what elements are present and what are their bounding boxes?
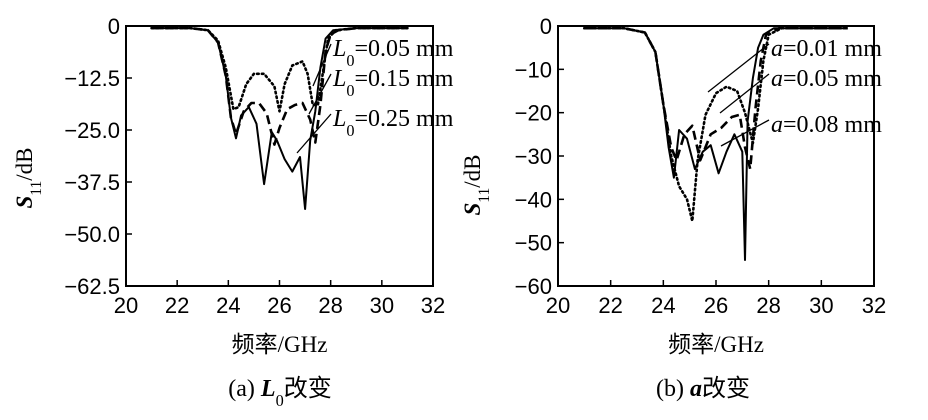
x-tick-label: 28 <box>318 293 342 318</box>
y-tick-label: −20 <box>515 101 552 126</box>
series-label: a=0.05 mm <box>771 66 882 92</box>
x-tick-label: 24 <box>216 293 240 318</box>
series-label: a=0.01 mm <box>771 36 882 62</box>
y-axis-label: S11/dB <box>460 154 493 215</box>
y-tick-label: −25.0 <box>64 118 120 143</box>
series-leader-line <box>312 43 332 87</box>
series-leader-line <box>296 113 332 154</box>
x-tick-label: 20 <box>546 293 570 318</box>
plot-frame <box>557 25 875 287</box>
x-tick-label: 28 <box>756 293 780 318</box>
y-tick-label: 0 <box>108 14 120 39</box>
x-tick-label: 32 <box>421 293 445 318</box>
series-leader-line <box>719 73 770 114</box>
y-tick-label: −12.5 <box>64 66 120 91</box>
y-tick-label: 0 <box>540 14 552 39</box>
panel-caption: (a) L0改变 <box>228 375 331 410</box>
series-leader-line <box>308 73 332 115</box>
y-tick-label: −37.5 <box>64 170 120 195</box>
panel-caption: (b) a改变 <box>656 375 750 402</box>
series-label: L0=0.15 mm <box>332 66 454 100</box>
series-line-dotted <box>150 26 409 113</box>
x-tick-label: 24 <box>651 293 675 318</box>
series-label: L0=0.25 mm <box>332 106 454 140</box>
y-tick-label: −50.0 <box>64 222 120 247</box>
x-tick-label: 26 <box>267 293 291 318</box>
x-axis-label: 频率/GHz <box>668 332 764 357</box>
y-axis-label: S11/dB <box>12 147 45 208</box>
series-line-solid <box>584 27 848 261</box>
y-tick-label: −60 <box>515 274 552 299</box>
y-tick-label: −50 <box>515 231 552 256</box>
y-tick-label: −30 <box>515 144 552 169</box>
x-tick-label: 32 <box>862 293 886 318</box>
x-axis-label: 频率/GHz <box>232 332 328 357</box>
chart-panel-b: 20 22 24 26 28 30 32 0 −10 −20 −30 −40 −50 −60 a=0.01 … <box>460 14 886 402</box>
y-tick-label: −62.5 <box>64 274 120 299</box>
series-line-solid <box>151 27 408 210</box>
x-tick-label: 26 <box>704 293 728 318</box>
x-tick-label: 30 <box>809 293 833 318</box>
series-label: a=0.08 mm <box>771 112 882 138</box>
plot-frame <box>125 25 434 287</box>
x-tick-label: 20 <box>114 293 138 318</box>
y-tick-label: −10 <box>515 57 552 82</box>
x-tick-label: 22 <box>165 293 189 318</box>
series-leader-line <box>720 119 770 147</box>
series-leader-line <box>707 43 770 93</box>
y-tick-label: −40 <box>515 187 552 212</box>
x-tick-label: 22 <box>598 293 622 318</box>
series-label: L0=0.05 mm <box>332 36 454 70</box>
x-tick-label: 30 <box>370 293 394 318</box>
chart-panel-a: 20 22 24 26 28 30 32 0 −12.5 −25.0 −37.5 −50.0 −62.5… <box>12 14 454 410</box>
